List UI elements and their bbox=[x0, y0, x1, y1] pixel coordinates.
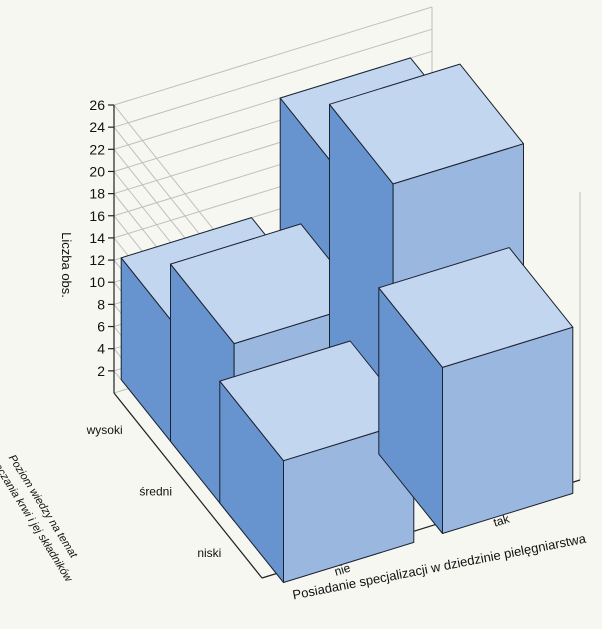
z-tick-label: 24 bbox=[89, 119, 105, 135]
bar-top bbox=[219, 340, 415, 462]
bar-top bbox=[378, 247, 574, 368]
z-tick-label: 12 bbox=[89, 252, 105, 268]
bar-tak-niski bbox=[378, 247, 574, 534]
x-tick-label: nie bbox=[333, 561, 353, 579]
z-tick-label: 14 bbox=[89, 230, 105, 246]
bar-top bbox=[170, 223, 365, 345]
z-tick-label: 10 bbox=[89, 274, 105, 290]
bar-nie-niski bbox=[219, 340, 415, 583]
z-tick-label: 2 bbox=[97, 363, 105, 379]
z-tick-label: 26 bbox=[89, 97, 105, 113]
z-tick-label: 16 bbox=[89, 208, 105, 224]
z-tick-label: 18 bbox=[89, 186, 105, 202]
z-tick-label: 4 bbox=[97, 341, 105, 357]
y-tick-label: niski bbox=[197, 546, 221, 560]
y-axis-line bbox=[113, 392, 263, 579]
z-axis-title: Liczba obs. bbox=[59, 232, 74, 298]
z-tick-label: 8 bbox=[97, 296, 105, 312]
bars bbox=[120, 57, 574, 583]
z-tick-label: 6 bbox=[97, 319, 105, 335]
z-tick-label: 22 bbox=[89, 141, 105, 157]
y-tick-label: średni bbox=[139, 485, 172, 499]
bar-top bbox=[329, 63, 524, 185]
x-tick-label: tak bbox=[492, 511, 512, 529]
z-tick-label: 20 bbox=[89, 163, 105, 179]
y-tick-label: wysoki bbox=[86, 423, 123, 437]
